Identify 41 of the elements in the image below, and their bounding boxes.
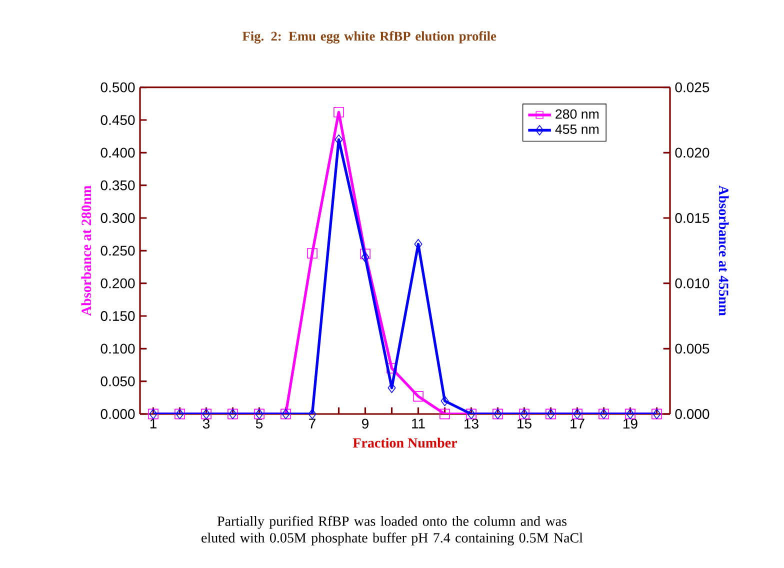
chart-title: Fig. 2: Emu egg white RfBP elution profile xyxy=(242,31,496,44)
y-tick-label: 0.300 xyxy=(100,213,135,223)
y2-tick-label: 0.020 xyxy=(675,148,710,158)
y-tick-label: 0.450 xyxy=(100,115,135,125)
x-tick-label: 15 xyxy=(518,418,532,428)
point xyxy=(308,408,316,420)
y2-tick-label: 0.000 xyxy=(675,409,710,419)
x-tick-label: 1 xyxy=(150,418,156,428)
y-axis-title: Absorbance at 280nm xyxy=(81,186,92,316)
y-tick-label: 0.200 xyxy=(100,278,135,288)
x-tick-label: 13 xyxy=(464,418,478,429)
x-tick-label: 7 xyxy=(309,418,316,428)
point xyxy=(307,248,318,258)
y-tick-label: 0.250 xyxy=(100,246,135,256)
y-tick-label: 0.100 xyxy=(100,344,135,354)
x-tick-label: 11 xyxy=(412,418,425,428)
y2-tick-label: 0.005 xyxy=(675,344,710,354)
x-tick-label: 3 xyxy=(202,418,210,429)
y-tick-label: 0.400 xyxy=(100,148,135,158)
y-tick-label: 0.150 xyxy=(100,311,135,321)
y2-axis-title: Absorbance at 455nm xyxy=(718,185,729,316)
y2-tick-label: 0.010 xyxy=(675,278,710,288)
x-axis-title: Fraction Number xyxy=(352,438,458,448)
legend-label: 455 nm xyxy=(555,124,599,134)
point xyxy=(361,252,370,262)
point xyxy=(413,391,424,402)
x-tick-label: 9 xyxy=(362,418,368,429)
point xyxy=(440,408,450,420)
y2-tick-label: 0.015 xyxy=(675,213,710,223)
x-tick-label: 19 xyxy=(624,418,638,429)
y-tick-label: 0.050 xyxy=(100,376,135,386)
point xyxy=(334,106,344,118)
y2-tick-label: 0.025 xyxy=(675,82,710,92)
point xyxy=(334,134,343,145)
point xyxy=(440,396,449,406)
y-tick-label: 0.500 xyxy=(100,82,135,92)
legend-label: 280 nm xyxy=(556,109,599,119)
y-tick-label: 0.000 xyxy=(100,409,135,419)
y-tick-label: 0.350 xyxy=(100,180,135,190)
text: Partially purified RfBP was loaded onto the column and was eluted with 0.05M phosphate buffer pH 7.4 containing 0.5M NaCl xyxy=(202,516,583,546)
point xyxy=(360,248,370,260)
